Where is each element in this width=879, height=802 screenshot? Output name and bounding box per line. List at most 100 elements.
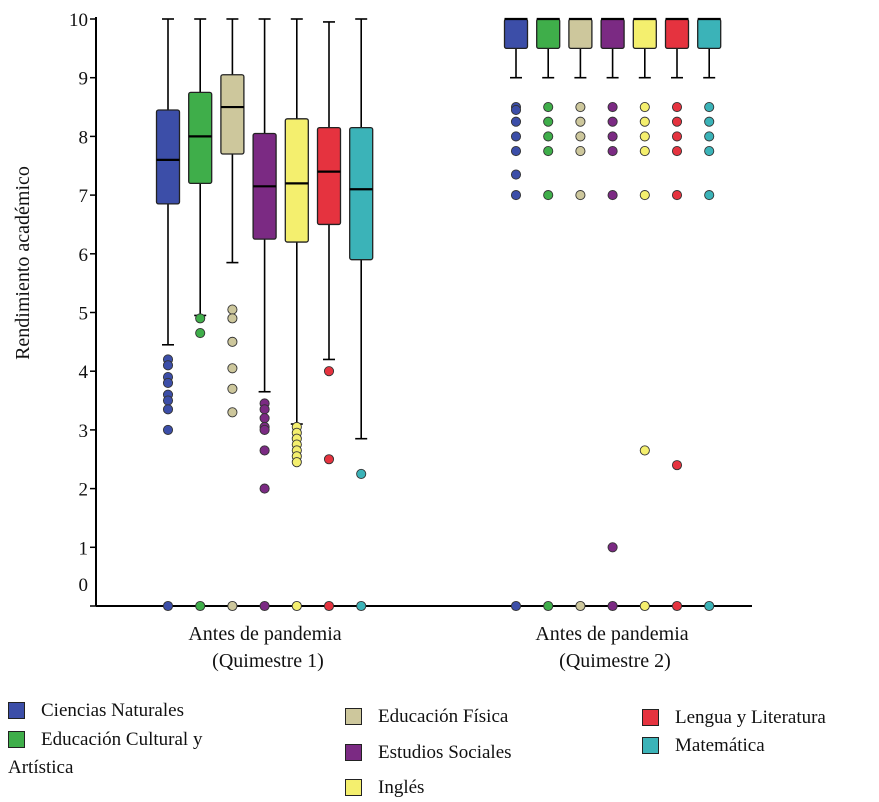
outlier-point: [543, 190, 554, 201]
outlier-point: [323, 366, 335, 377]
outlier-point: [510, 146, 522, 157]
outlier-point: [575, 190, 586, 201]
outlier-point: [671, 102, 683, 113]
outlier-point: [607, 190, 618, 201]
outlier-point: [543, 116, 554, 127]
outlier-point: [607, 116, 618, 127]
y-tick-label-1: 1: [79, 538, 89, 559]
iqr-box: [349, 126, 374, 261]
box-s2-g2: [536, 17, 561, 612]
y-tick-label-8: 8: [79, 127, 89, 148]
outlier-point: [639, 600, 650, 612]
outlier-point: [607, 542, 618, 553]
outlier-point: [323, 600, 335, 612]
outlier-point: [259, 404, 270, 415]
outlier-point: [259, 445, 270, 456]
box-s7-g2: [697, 17, 722, 612]
outlier-point: [162, 360, 174, 371]
outlier-point: [510, 190, 522, 201]
outlier-point: [323, 454, 335, 465]
box-s4-g1: [252, 18, 277, 612]
outlier-point: [671, 460, 683, 471]
box-s2-g1: [188, 18, 213, 612]
outlier-point: [575, 102, 586, 113]
outlier-point: [671, 190, 683, 201]
outlier-point: [356, 468, 367, 479]
outlier-point: [704, 600, 715, 612]
y-axis-title: Rendimiento académico: [12, 166, 34, 360]
y-tick-label-3: 3: [79, 421, 89, 442]
x-group-label-line: Antes de pandemia: [188, 623, 341, 645]
outlier-point: [671, 131, 683, 142]
iqr-box: [664, 18, 690, 50]
outlier-point: [291, 600, 302, 612]
outlier-point: [227, 383, 238, 394]
outlier-point: [704, 146, 715, 157]
outlier-point: [607, 600, 618, 612]
outlier-point: [259, 600, 270, 612]
outlier-point: [291, 457, 302, 468]
x-group-label-line: Antes de pandemia: [535, 623, 688, 645]
outlier-point: [510, 116, 522, 127]
iqr-box: [284, 118, 309, 243]
plot-area: [155, 17, 722, 612]
outlier-point: [575, 600, 586, 612]
box-s1-g1: [155, 18, 181, 612]
outlier-point: [704, 116, 715, 127]
y-tick-label-4: 4: [79, 362, 89, 383]
outlier-point: [575, 131, 586, 142]
box-s4-g2: [600, 17, 625, 612]
outlier-point: [162, 404, 174, 415]
outlier-point: [704, 190, 715, 201]
outlier-point: [639, 131, 650, 142]
outlier-point: [259, 483, 270, 494]
box-s7-g1: [349, 18, 374, 612]
outlier-point: [639, 146, 650, 157]
iqr-box: [188, 91, 213, 185]
iqr-box: [220, 74, 245, 155]
outlier-point: [607, 146, 618, 157]
outlier-point: [227, 313, 238, 324]
outlier-point: [227, 336, 238, 347]
box-s3-g1: [220, 18, 245, 612]
outlier-point: [704, 131, 715, 142]
iqr-box: [316, 126, 342, 226]
box-s6-g1: [316, 21, 342, 612]
outlier-point: [162, 395, 174, 406]
outlier-point: [510, 131, 522, 142]
outlier-point: [639, 102, 650, 113]
outlier-point: [162, 424, 174, 435]
iqr-box: [503, 18, 529, 50]
y-tick-label-7: 7: [79, 186, 89, 207]
outlier-point: [671, 600, 683, 612]
outlier-point: [639, 445, 650, 456]
outlier-point: [195, 600, 206, 612]
outlier-point: [575, 146, 586, 157]
outlier-point: [195, 327, 206, 339]
outlier-point: [259, 413, 270, 424]
outlier-point: [671, 116, 683, 127]
iqr-box: [697, 18, 722, 50]
iqr-box: [536, 18, 561, 50]
iqr-box: [568, 18, 593, 50]
y-tick-label-5: 5: [79, 304, 89, 325]
outlier-point: [543, 600, 554, 612]
box-s5-g1: [284, 18, 309, 612]
x-axis: Antes de pandemia (Quimestre 1)Antes de p…: [96, 605, 752, 672]
outlier-point: [227, 304, 238, 315]
outlier-point: [259, 424, 270, 435]
outlier-point: [543, 131, 554, 142]
x-group-label-line: (Quimestre 1): [212, 650, 324, 672]
outlier-point: [671, 146, 683, 157]
outlier-point: [510, 600, 522, 612]
x-group-label-1: Antes de pandemia (Quimestre 1): [188, 623, 341, 672]
box-s6-g2: [664, 17, 690, 612]
outlier-point: [227, 600, 238, 612]
outlier-point: [162, 600, 174, 612]
iqr-box: [632, 18, 657, 50]
outlier-point: [195, 313, 206, 324]
iqr-box: [600, 18, 625, 50]
y-tick-label-2: 2: [79, 480, 89, 501]
iqr-box: [155, 109, 181, 205]
